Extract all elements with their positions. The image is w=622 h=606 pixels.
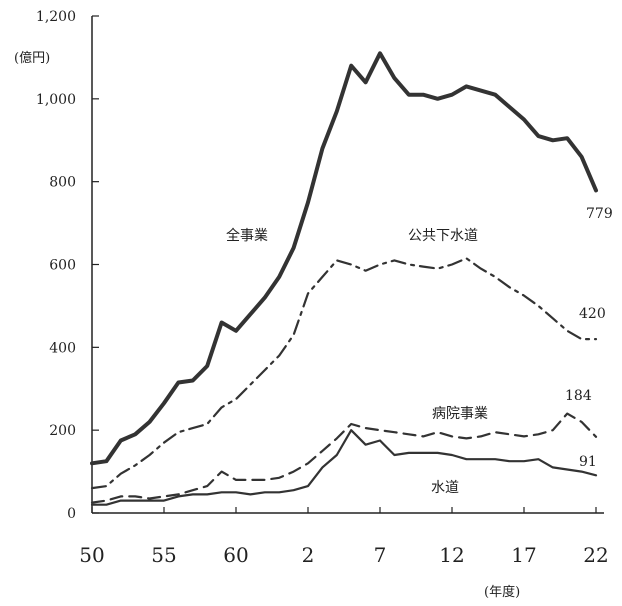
series-end-value-label: 779 [586, 206, 613, 222]
y-axis-unit: (億円) [14, 50, 50, 66]
y-tick-label: 600 [49, 258, 76, 274]
x-axis-unit: (年度) [484, 584, 520, 600]
x-tick-label: 7 [374, 543, 387, 567]
series-end-value-label: 91 [579, 454, 597, 470]
x-tick-label: 22 [583, 543, 608, 567]
series-end-value-label: 420 [579, 306, 606, 322]
series-name-label: 全事業 [226, 227, 268, 244]
series-line-1 [90, 257, 598, 490]
series-line-3 [90, 429, 598, 506]
x-tick-label: 60 [223, 543, 248, 567]
x-tick-label: 2 [302, 543, 315, 567]
x-tick-label: 55 [151, 543, 176, 567]
y-tick-label: 1,200 [36, 9, 76, 25]
series-name-label: 水道 [431, 480, 459, 496]
series-lines [90, 51, 598, 506]
series-line-0 [90, 51, 598, 466]
y-tick-label: 400 [49, 340, 76, 356]
series-end-value-label: 184 [565, 388, 592, 404]
x-axis-ticks: 50 55 60 2 7 12 17 22 [79, 507, 609, 567]
x-tick-label: 50 [79, 543, 104, 567]
series-labels: 全事業 779 公共下水道 420 病院事業 184 水道 91 [226, 206, 613, 496]
series-name-label: 公共下水道 [408, 228, 478, 244]
series-name-label: 病院事業 [432, 406, 488, 422]
x-tick-label: 17 [511, 543, 536, 567]
y-tick-label: 200 [49, 423, 76, 439]
y-tick-label: 1,000 [36, 92, 76, 108]
series-line-2 [90, 412, 598, 504]
y-tick-label: 800 [49, 175, 76, 191]
y-axis-ticks: 0 200 400 600 800 1,000 1,200 [36, 9, 99, 522]
x-tick-label: 12 [439, 543, 464, 567]
y-tick-label: 0 [67, 506, 76, 522]
